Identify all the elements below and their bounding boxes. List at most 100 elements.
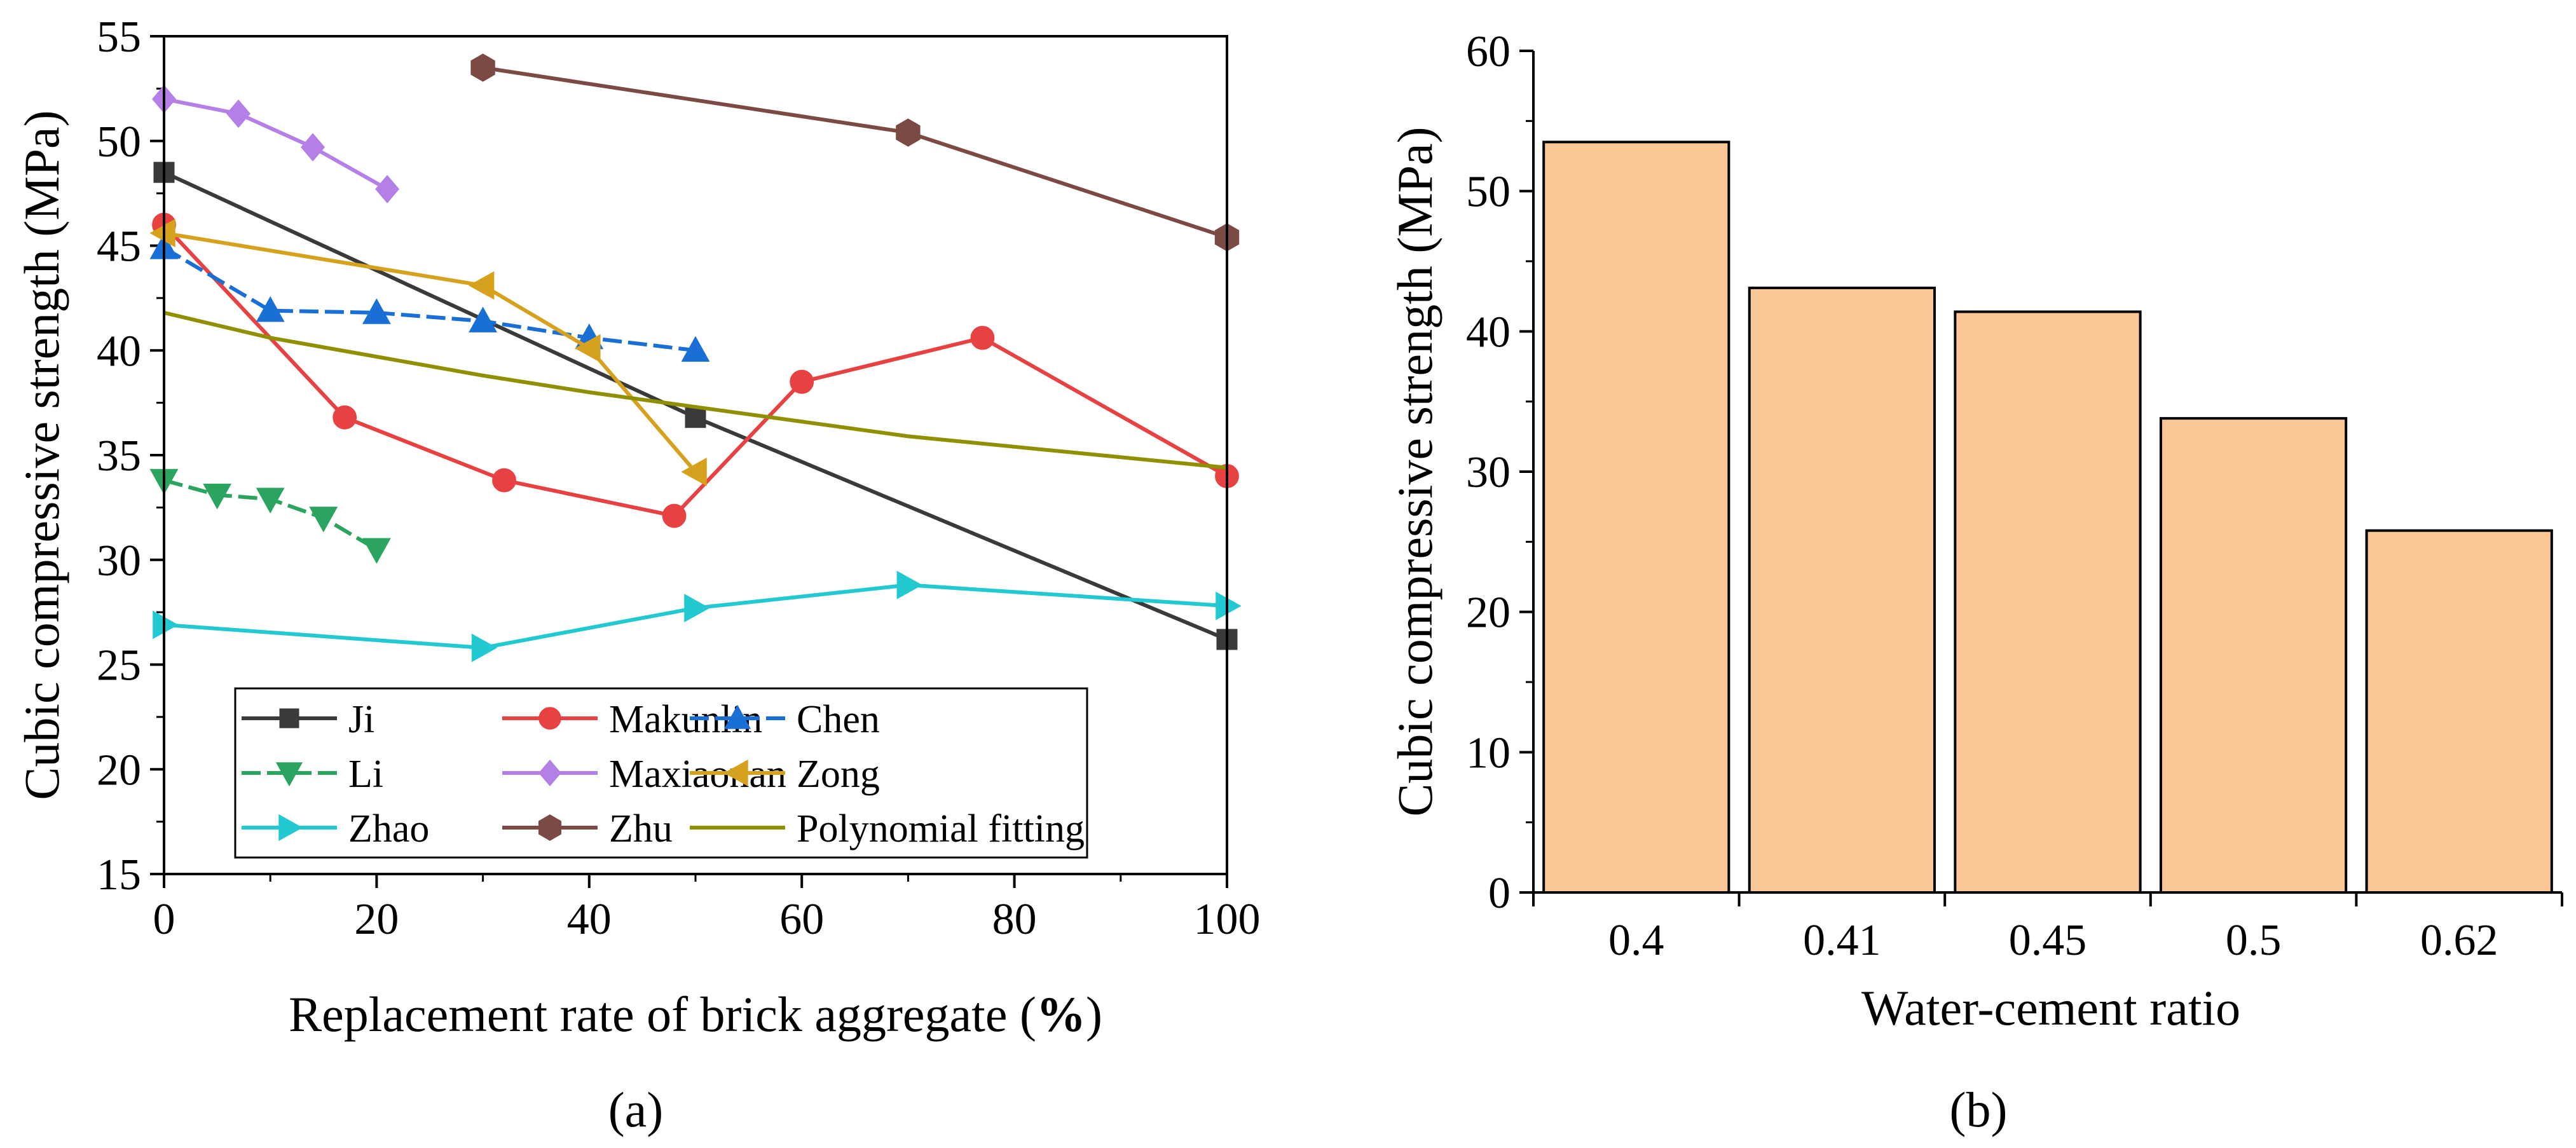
data-point-zhao bbox=[1216, 591, 1242, 620]
data-point-makunlin bbox=[970, 325, 995, 350]
y-tick-label: 40 bbox=[1466, 308, 1511, 357]
legend-item-chen: Chen bbox=[690, 698, 880, 741]
data-point-zong bbox=[149, 219, 175, 248]
x-tick-label: 100 bbox=[1194, 895, 1261, 944]
panel-a-label: (a) bbox=[608, 1082, 664, 1137]
y-tick-label: 10 bbox=[1466, 728, 1511, 777]
y-tick-label: 15 bbox=[97, 851, 141, 899]
y-tick-label: 55 bbox=[97, 13, 141, 62]
data-point-makunlin bbox=[492, 468, 516, 493]
panel-a-line-chart: 0 20 40 60 80 100 15 20 25 30 35 40 45 50 55 Cubic com… bbox=[14, 13, 1261, 1137]
legend-frame bbox=[234, 687, 1088, 859]
legend-label: Chen bbox=[797, 698, 880, 741]
y-tick-label: 0 bbox=[1488, 869, 1511, 918]
x-tick-label: 0.4 bbox=[1608, 916, 1664, 965]
series-polynomial-fitting bbox=[163, 311, 1228, 470]
data-point-maxiaonan bbox=[375, 175, 400, 203]
legend-item-zhu: Zhu bbox=[502, 807, 673, 851]
data-point-zong bbox=[468, 271, 495, 300]
panel-a-tick-labels: 0 20 40 60 80 100 15 20 25 30 35 40 45 50 55 bbox=[97, 13, 1261, 944]
series-zhu bbox=[470, 53, 1240, 252]
data-point-maxiaonan bbox=[301, 133, 325, 162]
data-point-zhao bbox=[471, 633, 498, 662]
data-point-chen bbox=[469, 306, 498, 332]
x-tick-label: 0.45 bbox=[2009, 916, 2087, 965]
panel-a-x-axis-label: Replacement rate of brick aggregate (%) bbox=[289, 987, 1102, 1042]
legend-swatch-marker bbox=[279, 708, 299, 728]
y-tick-label: 30 bbox=[1466, 448, 1511, 497]
x-tick-label: 0.62 bbox=[2420, 916, 2498, 965]
data-point-chen bbox=[362, 298, 391, 324]
y-tick-label: 20 bbox=[97, 746, 141, 795]
y-tick-label: 50 bbox=[97, 118, 141, 167]
legend-label: Zhao bbox=[348, 807, 429, 851]
y-tick-label: 45 bbox=[97, 222, 141, 271]
data-point-chen bbox=[681, 336, 710, 362]
series-line-zhao bbox=[163, 583, 1228, 650]
x-tick-label: 0.5 bbox=[2226, 916, 2282, 965]
panel-a-series bbox=[149, 53, 1242, 662]
y-tick-label: 35 bbox=[97, 432, 141, 481]
panel-a-y-axis-label: Cubic compressive strength (MPa) bbox=[14, 110, 69, 800]
x-tick-label: 0.41 bbox=[1803, 916, 1881, 965]
data-point-zhu bbox=[470, 53, 495, 82]
legend-item-ji: Ji bbox=[242, 698, 374, 741]
x-tick-label: 80 bbox=[992, 895, 1037, 944]
data-point-zhao bbox=[153, 610, 179, 639]
x-axis-label-main: Replacement rate of brick aggregate ( bbox=[289, 987, 1036, 1042]
series-line-polynomial-fitting bbox=[163, 311, 1228, 470]
data-point-li bbox=[256, 488, 285, 514]
data-point-li bbox=[203, 483, 232, 510]
y-tick-label: 50 bbox=[1466, 168, 1511, 217]
y-tick-label: 25 bbox=[97, 641, 141, 690]
series-chen bbox=[149, 233, 710, 362]
data-point-zong bbox=[575, 334, 601, 363]
series-line-chen bbox=[163, 246, 696, 353]
series-zhao bbox=[153, 570, 1242, 662]
legend-item-zhao: Zhao bbox=[242, 807, 429, 851]
series-line-zong bbox=[163, 231, 697, 474]
data-point-maxiaonan bbox=[226, 99, 251, 128]
panel-b-x-axis-label: Water-cement ratio bbox=[1861, 980, 2240, 1035]
legend-item-li: Li bbox=[242, 753, 383, 796]
panel-b-y-axis-label: Cubic compressive strength (MPa) bbox=[1387, 126, 1442, 816]
x-tick-label: 60 bbox=[779, 895, 824, 944]
legend-swatch-marker bbox=[538, 814, 562, 841]
x-tick-label: 40 bbox=[567, 895, 612, 944]
x-axis-label-end: ) bbox=[1086, 987, 1102, 1042]
legend-swatch-marker bbox=[723, 704, 751, 729]
series-li bbox=[149, 468, 391, 564]
legend-swatch-marker bbox=[538, 759, 561, 787]
legend-label: Polynomial fitting bbox=[797, 807, 1085, 851]
legend-item-polynomial-fitting: Polynomial fitting bbox=[690, 807, 1085, 851]
bar-0-5 bbox=[2159, 417, 2348, 894]
y-tick-label: 30 bbox=[97, 536, 141, 585]
legend-swatch-marker bbox=[278, 814, 303, 842]
data-point-zong bbox=[681, 457, 707, 486]
x-axis-label-percent: % bbox=[1036, 987, 1086, 1042]
data-point-makunlin bbox=[790, 369, 814, 394]
data-point-li bbox=[362, 538, 391, 564]
legend-item-zong: Zong bbox=[690, 753, 880, 796]
data-point-li bbox=[309, 507, 338, 533]
x-tick-label: 20 bbox=[354, 895, 399, 944]
data-point-chen bbox=[256, 296, 285, 322]
legend-swatch-marker bbox=[538, 707, 561, 730]
panel-b-bar-chart: 0 10 20 30 40 50 60 0.4 0.41 0.45 0.5 0.62 Cubic co… bbox=[1387, 27, 2563, 1137]
bar-0-45 bbox=[1954, 310, 2142, 894]
y-tick-label: 20 bbox=[1466, 589, 1511, 638]
data-point-ji bbox=[685, 407, 706, 428]
legend-label: Zong bbox=[797, 753, 880, 796]
series-zong bbox=[149, 219, 707, 486]
panel-b-ticks bbox=[1519, 50, 2563, 906]
legend-label: Zhu bbox=[609, 807, 673, 851]
bar-0-41 bbox=[1748, 286, 1936, 894]
data-point-zhao bbox=[896, 570, 923, 599]
x-tick-label: 0 bbox=[153, 895, 175, 944]
legend-swatch-marker bbox=[723, 759, 748, 787]
panel-b-bars bbox=[1542, 140, 2553, 894]
legend-swatch-marker bbox=[275, 762, 303, 787]
series-line-maxiaonan bbox=[163, 97, 388, 191]
